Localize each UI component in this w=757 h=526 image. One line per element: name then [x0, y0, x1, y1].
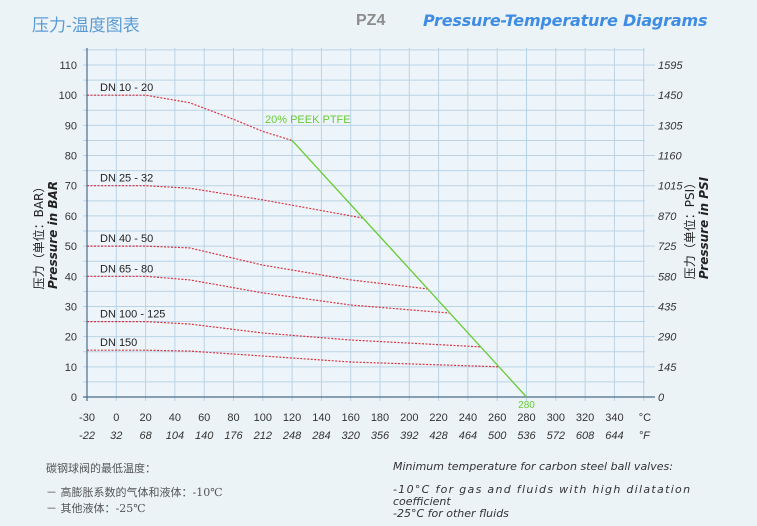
footer-en-line2: -25°C for other fluids	[393, 507, 509, 520]
y-tick-label-psi: 0	[658, 392, 665, 404]
y-tick-label-bar: 60	[65, 211, 77, 223]
x-unit-f: °F	[639, 430, 651, 442]
series-line-dn25-32	[87, 185, 363, 219]
product-code: PZ4	[356, 12, 386, 29]
y-tick-label-bar: 80	[65, 151, 77, 163]
x-tick-label-c: 200	[400, 412, 418, 424]
x-tick-label-f: 392	[400, 430, 418, 442]
x-tick-label-c: 260	[488, 412, 506, 424]
y-tick-label-psi: 290	[657, 332, 677, 344]
y-tick-label-psi: 1160	[658, 151, 683, 163]
x-tick-label-f: 248	[282, 430, 302, 442]
y-tick-label-bar: 0	[71, 392, 77, 404]
series-label: DN 10 - 20	[100, 82, 153, 94]
x-tick-label-f: 32	[110, 430, 122, 442]
series-label: DN 25 - 32	[100, 173, 153, 185]
x-tick-label-c: 40	[169, 412, 181, 424]
x-tick-label-f: 68	[139, 430, 152, 442]
x-tick-label-f: 644	[605, 430, 623, 442]
x-tick-label-f: 572	[547, 430, 565, 442]
y-tick-label-psi: 870	[658, 211, 677, 223]
x-tick-label-c: 320	[576, 412, 594, 424]
y-tick-label-bar: 30	[65, 301, 77, 313]
plot-area	[87, 48, 645, 397]
y-tick-label-bar: 100	[59, 90, 77, 102]
x-tick-label-c: 240	[459, 412, 477, 424]
y-tick-label-psi: 1450	[658, 90, 683, 102]
y-tick-label-psi: 435	[658, 301, 677, 313]
y-axis-title-left-cn: 压力（单位：BAR）	[31, 181, 46, 290]
y-tick-label-psi: 725	[658, 241, 677, 253]
x-tick-label-c: 180	[371, 412, 389, 424]
x-unit-c: °C	[639, 412, 651, 424]
y-axis-title-left-en: Pressure in BAR	[46, 181, 60, 289]
x-tick-label-f: 104	[166, 430, 184, 442]
chart-title-en: Pressure-Temperature Diagrams	[423, 11, 708, 30]
ptfe-limit-line	[291, 140, 527, 398]
footer-en-line1: -10°C for gas and fluids with high dilat…	[393, 483, 692, 496]
footer-cn-line1: － 高膨胀系数的气体和液体：-10℃	[46, 486, 223, 499]
x-tick-label-f: 536	[517, 430, 536, 442]
x-tick-label-c: 60	[198, 412, 210, 424]
y-tick-label-bar: 50	[65, 241, 77, 253]
x-tick-label-c: 160	[342, 412, 360, 424]
x-tick-label-f: 176	[224, 430, 243, 442]
y-tick-label-psi: 1305	[658, 120, 683, 132]
x-tick-label-c: 20	[139, 412, 151, 424]
y-tick-label-bar: 20	[65, 332, 77, 344]
y-tick-label-psi: 1595	[658, 60, 683, 72]
footer-cn-title: 碳钢球阀的最低温度：	[46, 462, 156, 475]
y-tick-label-bar: 40	[65, 271, 77, 283]
x-tick-label-c: 80	[227, 412, 239, 424]
series-line-dn10-20	[87, 94, 293, 142]
x-tick-label-c: 0	[113, 412, 119, 424]
series-line-dn40-50	[87, 245, 429, 290]
y-tick-label-psi: 1015	[658, 181, 683, 193]
x-tick-label-c: 100	[254, 412, 272, 424]
x-tick-label-c: 220	[429, 412, 447, 424]
x-tick-label-f: 320	[342, 430, 361, 442]
x-tick-label-c: -30	[79, 412, 95, 424]
footer-en-line1b: coefficient	[393, 495, 451, 508]
ptfe-limit-label: 20% PEEK PTFE	[265, 114, 351, 126]
y-tick-label-psi: 145	[658, 362, 677, 374]
x-tick-label-c: 120	[283, 412, 301, 424]
y-axis-title-right-cn: 压力（单位：PSI）	[682, 177, 697, 279]
x-tick-label-c: 140	[312, 412, 330, 424]
x-tick-label-f: 464	[459, 430, 477, 442]
x-tick-label-f: 140	[195, 430, 214, 442]
footer-cn-line2: － 其他液体：-25℃	[46, 502, 146, 515]
y-tick-label-bar: 10	[65, 362, 77, 374]
x-tick-label-f: 428	[429, 430, 448, 442]
x-tick-label-f: 500	[488, 430, 507, 442]
series-label: DN 40 - 50	[100, 233, 153, 245]
pressure-temperature-chart: 0 10 20 30 40 50 60 70 80 90 100 110 0 145 290 435 580 72…	[31, 48, 711, 442]
y-tick-label-psi: 580	[658, 271, 677, 283]
x-tick-label-c: 340	[605, 412, 623, 424]
x-tick-label-c: 280	[517, 412, 535, 424]
series-label: DN 150	[100, 337, 137, 349]
series-line-dn150	[87, 349, 499, 368]
chart-title-cn: 压力-温度图表	[32, 16, 140, 36]
series-label: DN 65 - 80	[100, 263, 153, 275]
x-tick-label-c: 300	[547, 412, 565, 424]
x-tick-label-f: 608	[576, 430, 595, 442]
y-axis-title-right-en: Pressure in PSI	[697, 176, 711, 279]
series-label: DN 100 - 125	[100, 309, 165, 321]
ptfe-end-label: 280	[518, 400, 535, 411]
footer-en-title: Minimum temperature for carbon steel bal…	[393, 460, 673, 473]
y-tick-label-bar: 70	[65, 181, 77, 193]
x-tick-label-f: 356	[371, 430, 390, 442]
x-tick-label-f: 284	[311, 430, 330, 442]
y-tick-label-bar: 90	[65, 120, 77, 132]
x-tick-label-f: -22	[79, 430, 95, 442]
y-tick-label-bar: 110	[59, 60, 77, 72]
x-tick-label-f: 212	[253, 430, 272, 442]
